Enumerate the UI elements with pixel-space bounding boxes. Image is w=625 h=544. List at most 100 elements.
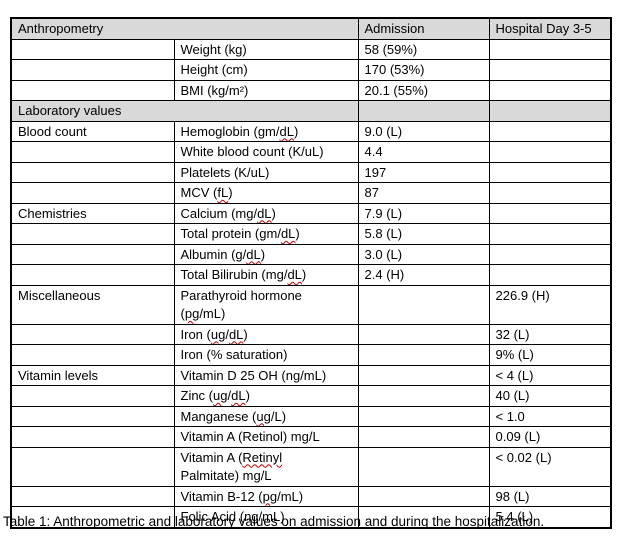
table-row: Weight (kg) 58 (59%)	[10, 38, 612, 60]
category-cell	[10, 264, 175, 286]
category-cell	[10, 141, 175, 163]
category-cell	[10, 446, 175, 487]
label-text: /mL)	[199, 306, 226, 321]
label-text: Platelets (K/uL)	[180, 164, 270, 180]
category-cell	[10, 38, 175, 60]
category-cell: Miscellaneous	[10, 284, 175, 325]
measurement-label-cell: BMI (kg/m²)	[173, 79, 359, 101]
subheader-row: Laboratory values	[10, 100, 612, 122]
spellcheck-squiggle-text: dL	[231, 388, 246, 403]
label-text: )	[295, 226, 300, 241]
category-cell	[10, 79, 175, 101]
table-row: MCV (fL) 87	[10, 182, 612, 204]
admission-value-cell: 197	[357, 161, 490, 183]
measurement-label-cell: Calcium (mg/dL)	[173, 202, 359, 224]
table-row: Miscellaneous Parathyroid hormone (pg/mL) 2…	[10, 284, 612, 325]
spellcheck-squiggle-text: dL	[280, 226, 296, 241]
measurement-label-cell: Parathyroid hormone (pg/mL)	[173, 284, 359, 325]
spellcheck-squiggle-text: dL	[279, 123, 294, 139]
table-row: Vitamin A (Retinyl Palmitate) mg/L < 0.02 …	[10, 446, 612, 487]
hospital-day-value-cell	[488, 141, 612, 163]
label-text: BMI (kg/m²)	[180, 82, 249, 98]
measurement-label-cell: Folic Acid (ng/mL)	[173, 506, 359, 528]
measurement-label-cell: Height (cm)	[173, 59, 359, 81]
spellcheck-squiggle-text: ug	[213, 388, 228, 403]
table-row: Folic Acid (ng/mL) 5.4 (L)	[10, 506, 612, 528]
label-text: Total protein (gm/	[180, 226, 281, 241]
label-text: )	[301, 267, 307, 282]
hospital-day-value-cell: 0.09 (L)	[488, 426, 612, 448]
hospital-day-value-cell: 226.9 (H)	[488, 284, 612, 325]
admission-column-header-cell: Admission	[357, 17, 490, 40]
spellcheck-squiggle-text: dL	[228, 326, 244, 342]
admission-value-cell	[357, 344, 490, 366]
table-row: Vitamin B-12 (pg/mL) 98 (L)	[10, 485, 612, 507]
admission-value-cell	[357, 323, 490, 345]
hospital-day-value-cell	[488, 38, 612, 60]
hospital-day-column-header-cell	[488, 100, 612, 122]
admission-value-cell	[357, 284, 490, 325]
admission-value-cell: 7.9 (L)	[357, 202, 490, 224]
admission-value-cell: 170 (53%)	[357, 59, 490, 81]
table-caption: Table 1: Anthropometric and laboratory v…	[3, 514, 545, 529]
table-row: Platelets (K/uL) 197	[10, 161, 612, 183]
hospital-day-value-cell	[488, 223, 612, 245]
table-row: Chemistries Calcium (mg/dL) 7.9 (L)	[10, 202, 612, 224]
hospital-day-value-cell: < 4 (L)	[488, 364, 612, 386]
measurement-label-cell: Total Bilirubin (mg/dL)	[173, 264, 359, 286]
category-cell: Blood count	[10, 120, 175, 142]
measurement-label-cell: Albumin (g/dL)	[173, 243, 359, 265]
table-row: Iron (% saturation) 9% (L)	[10, 344, 612, 366]
label-text: Manganese (	[180, 408, 257, 424]
table-row: Iron (ug/dL) 32 (L)	[10, 323, 612, 345]
table-row: Manganese (ug/L) < 1.0	[10, 405, 612, 427]
admission-value-cell	[357, 405, 490, 427]
admission-value-cell: 4.4	[357, 141, 490, 163]
label-text: Weight (kg)	[180, 41, 247, 57]
admission-column-header-cell	[357, 100, 490, 122]
admission-value-cell: 2.4 (H)	[357, 264, 490, 286]
admission-value-cell	[357, 426, 490, 448]
spellcheck-squiggle-text: dL	[246, 246, 261, 262]
measurement-label-cell: Vitamin A (Retinol) mg/L	[173, 426, 359, 448]
label-text: Vitamin A (	[180, 449, 243, 465]
spellcheck-squiggle-text: fL	[217, 185, 229, 200]
category-cell	[10, 223, 175, 245]
label-text: MCV (	[180, 185, 218, 200]
hospital-day-value-cell: 98 (L)	[488, 485, 612, 507]
spellcheck-squiggle-text: dL	[287, 267, 302, 282]
hospital-day-value-cell	[488, 264, 612, 286]
label-text: )	[245, 388, 250, 403]
label-text: Calcium (mg/	[180, 205, 258, 221]
measurement-label-cell: Hemoglobin (gm/dL)	[173, 120, 359, 142]
table-row: Albumin (g/dL) 3.0 (L)	[10, 243, 612, 265]
label-text: Parathyroid hormone	[180, 287, 302, 303]
label-text: Vitamin A (Retinol) mg/L	[180, 429, 320, 444]
category-cell	[10, 344, 175, 366]
measurement-label-cell: Weight (kg)	[173, 38, 359, 60]
label-text: )	[271, 205, 276, 221]
spellcheck-squiggle-text: pg	[184, 306, 200, 321]
label-text: /mL)	[277, 488, 304, 504]
admission-value-cell: 20.1 (55%)	[357, 79, 490, 101]
anthropometry-lab-values-table: Anthropometry Admission Hospital Day 3-5 We…	[10, 17, 613, 529]
admission-value-cell: 58 (59%)	[357, 38, 490, 60]
label-text: )	[293, 123, 299, 139]
table-row: Vitamin levels Vitamin D 25 OH (ng/mL) < 4…	[10, 364, 612, 386]
hospital-day-value-cell	[488, 79, 612, 101]
hospital-day-value-cell	[488, 59, 612, 81]
admission-value-cell	[357, 364, 490, 386]
table-row: Height (cm) 170 (53%)	[10, 59, 612, 81]
admission-value-cell	[357, 485, 490, 507]
table-body: Anthropometry Admission Hospital Day 3-5 We…	[10, 17, 612, 528]
label-text: )	[243, 326, 248, 342]
hospital-day-value-cell: 9% (L)	[488, 344, 612, 366]
measurement-label-cell: Total protein (gm/dL)	[173, 223, 359, 245]
category-cell	[10, 182, 175, 204]
table-row: Blood count Hemoglobin (gm/dL) 9.0 (L)	[10, 120, 612, 142]
label-text: /	[225, 326, 229, 342]
measurement-label-cell: Vitamin A (Retinyl Palmitate) mg/L	[173, 446, 359, 487]
measurement-label-cell: Platelets (K/uL)	[173, 161, 359, 183]
label-text: Vitamin D 25 OH (ng/mL)	[180, 367, 327, 383]
